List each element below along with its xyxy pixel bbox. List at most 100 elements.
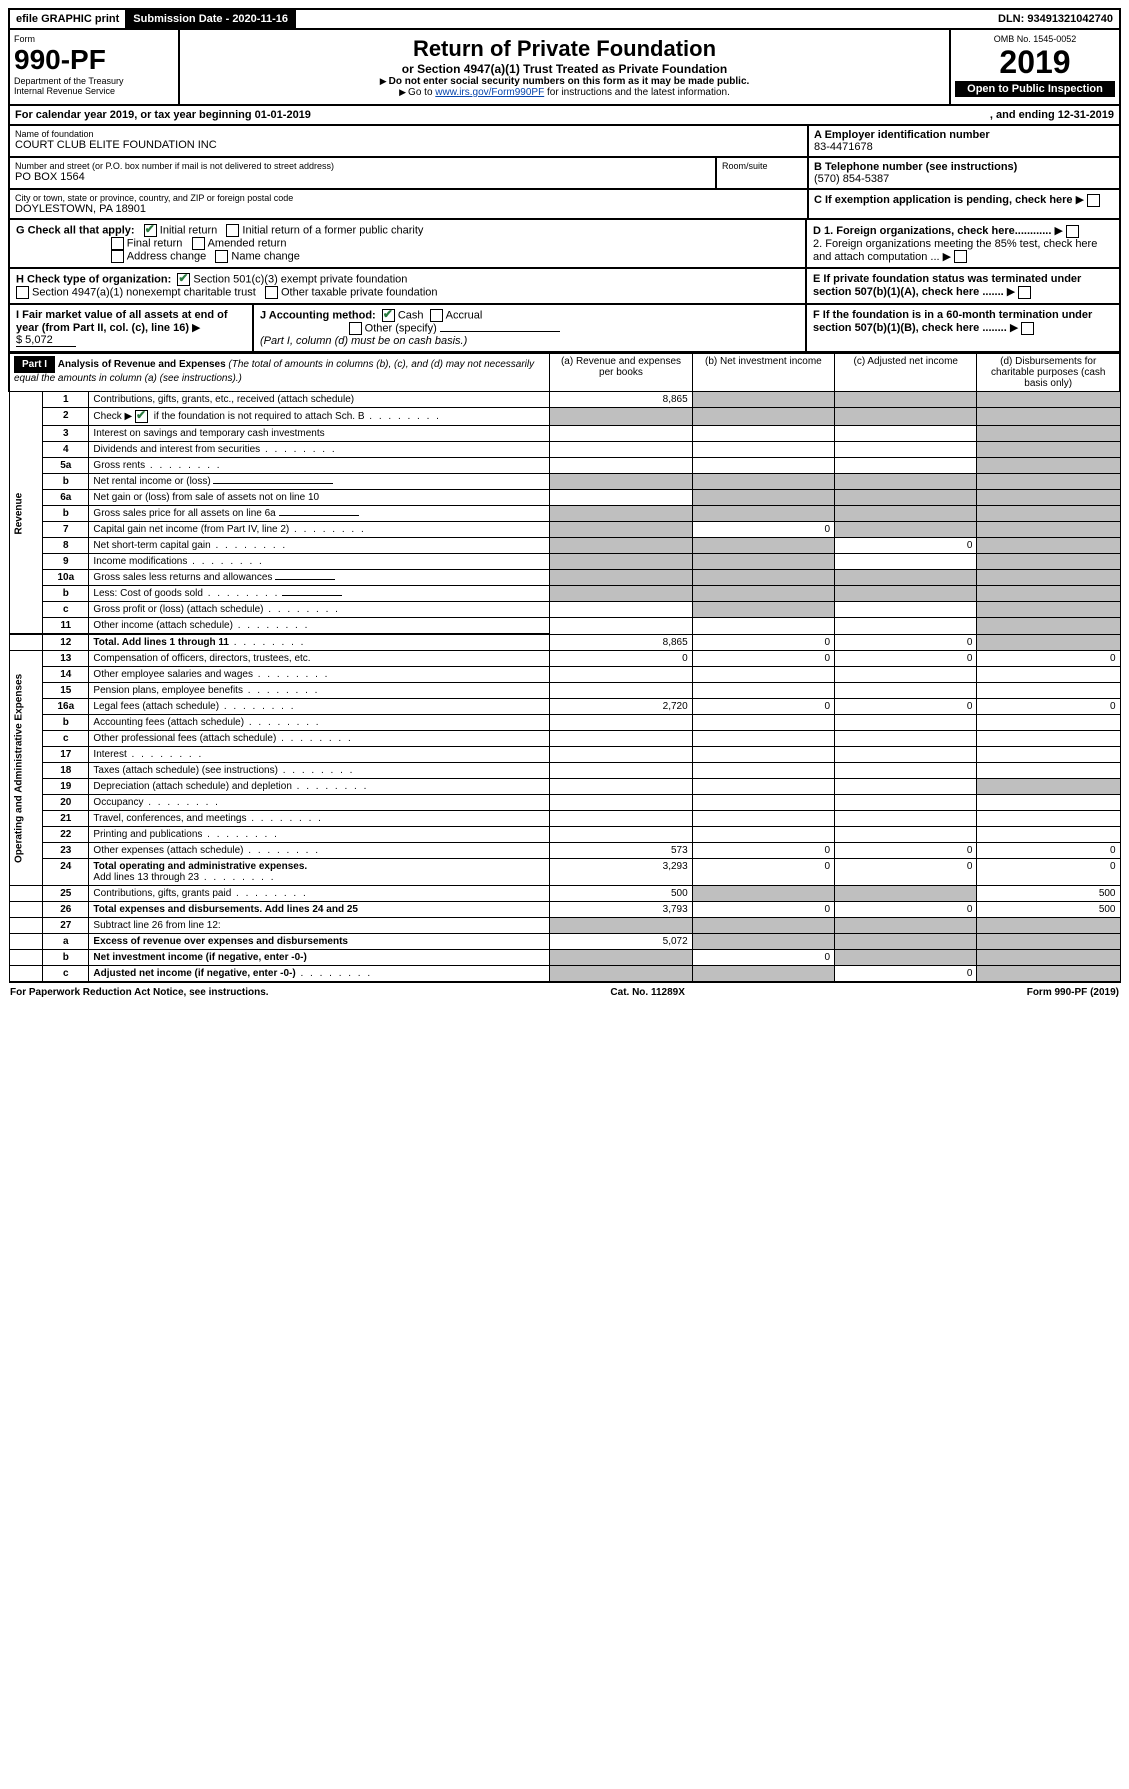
l9-no: 9 [43,554,89,570]
l6a-desc: Net gain or (loss) from sale of assets n… [89,490,550,506]
l10a-no: 10a [43,570,89,586]
l5b-desc: Net rental income or (loss) [93,476,210,487]
phone-label: B Telephone number (see instructions) [814,161,1017,173]
l2-chk[interactable] [135,410,148,423]
l1-a: 8,865 [550,392,692,408]
l27a-a: 5,072 [550,934,692,950]
d2-chk[interactable] [954,250,967,263]
j-other-chk[interactable] [349,322,362,335]
j-other-line [440,331,560,332]
header-right: OMB No. 1545-0052 2019 Open to Public In… [949,30,1119,104]
addr-label: Number and street (or P.O. box number if… [15,161,710,171]
l21-desc: Travel, conferences, and meetings [93,813,246,824]
j-note: (Part I, column (d) must be on cash basi… [260,335,467,347]
l5a-desc: Gross rents [93,460,145,471]
f-chk[interactable] [1021,322,1034,335]
l6b-no: b [43,506,89,522]
l23-b: 0 [692,843,834,859]
l21-no: 21 [43,811,89,827]
c-checkbox[interactable] [1087,194,1100,207]
l16b-desc: Accounting fees (attach schedule) [93,717,244,728]
g-amended: Amended return [208,237,287,249]
l10c-no: c [43,602,89,618]
l13-b: 0 [692,651,834,667]
l16a-a: 2,720 [550,699,692,715]
l23-a: 573 [550,843,692,859]
l10c-desc: Gross profit or (loss) (attach schedule) [93,604,263,615]
l19-no: 19 [43,779,89,795]
l26-no: 26 [43,902,89,918]
cal-begin: For calendar year 2019, or tax year begi… [15,109,311,121]
j-cash: Cash [398,310,424,322]
form-subtitle: or Section 4947(a)(1) Trust Treated as P… [186,62,943,76]
l27c-desc: Adjusted net income (if negative, enter … [93,968,295,979]
l23-c: 0 [835,843,977,859]
name-ein-row: Name of foundation COURT CLUB ELITE FOUN… [8,126,1121,158]
e-chk[interactable] [1018,286,1031,299]
form-word: Form [14,34,174,44]
part1-table: Part I Analysis of Revenue and Expenses … [8,353,1121,983]
l12-desc: Total. Add lines 1 through 11 [93,637,229,648]
l2-desc: Check ▶ [93,411,132,422]
d1-chk[interactable] [1066,225,1079,238]
l1-desc: Contributions, gifts, grants, etc., rece… [89,392,550,408]
l7-desc: Capital gain net income (from Part IV, l… [93,524,289,535]
footer-left: For Paperwork Reduction Act Notice, see … [10,987,269,998]
l16a-desc: Legal fees (attach schedule) [93,701,219,712]
addr-phone-row: Number and street (or P.O. box number if… [8,158,1121,190]
l6b-desc: Gross sales price for all assets on line… [93,508,275,519]
city-label: City or town, state or province, country… [15,193,802,203]
i-label: I Fair market value of all assets at end… [16,309,228,334]
g-initial-chk[interactable] [144,224,157,237]
g-initial-former-chk[interactable] [226,224,239,237]
g-final: Final return [127,237,183,249]
h-other-chk[interactable] [265,286,278,299]
g-addr-chk[interactable] [111,250,124,263]
l2-desc2: if the foundation is not required to att… [151,411,364,422]
g-amended-chk[interactable] [192,237,205,250]
irs-link[interactable]: www.irs.gov/Form990PF [435,87,544,98]
addr-value: PO BOX 1564 [15,171,710,183]
col-a-hdr: (a) Revenue and expenses per books [550,354,692,392]
l8-c: 0 [835,538,977,554]
l5a-no: 5a [43,458,89,474]
l13-a: 0 [550,651,692,667]
j-accrual-chk[interactable] [430,309,443,322]
l24-desc2: Add lines 13 through 23 [93,872,199,883]
footer-cat: Cat. No. 11289X [610,987,684,998]
l16c-no: c [43,731,89,747]
l10a-desc: Gross sales less returns and allowances [93,572,272,583]
h-501c3-chk[interactable] [177,273,190,286]
h-4947: Section 4947(a)(1) nonexempt charitable … [32,287,256,299]
form-header: Form 990-PF Department of the Treasury I… [8,30,1121,106]
form-number: 990-PF [14,44,174,76]
omb-no: OMB No. 1545-0052 [955,34,1115,44]
l17-desc: Interest [93,749,126,760]
g-d-section: G Check all that apply: Initial return I… [8,220,1121,269]
l14-no: 14 [43,667,89,683]
h-e-section: H Check type of organization: Section 50… [8,269,1121,305]
dept-label: Department of the Treasury [14,76,174,86]
l27-desc: Subtract line 26 from line 12: [89,918,550,934]
foundation-name: COURT CLUB ELITE FOUNDATION INC [15,139,802,151]
l23-desc: Other expenses (attach schedule) [93,845,243,856]
tax-year: 2019 [955,44,1115,81]
g-final-chk[interactable] [111,237,124,250]
g-name: Name change [231,250,300,262]
l13-no: 13 [43,651,89,667]
l16a-no: 16a [43,699,89,715]
irs-label: Internal Revenue Service [14,86,174,96]
l22-no: 22 [43,827,89,843]
ein-label: A Employer identification number [814,129,990,141]
l24-no: 24 [43,859,89,886]
l27b-b: 0 [692,950,834,966]
h-4947-chk[interactable] [16,286,29,299]
g-name-chk[interactable] [215,250,228,263]
l24-c: 0 [835,859,977,886]
l8-no: 8 [43,538,89,554]
l11-no: 11 [43,618,89,635]
j-cash-chk[interactable] [382,309,395,322]
l27a-no: a [43,934,89,950]
col-c-hdr: (c) Adjusted net income [835,354,977,392]
l11-desc: Other income (attach schedule) [93,620,233,631]
